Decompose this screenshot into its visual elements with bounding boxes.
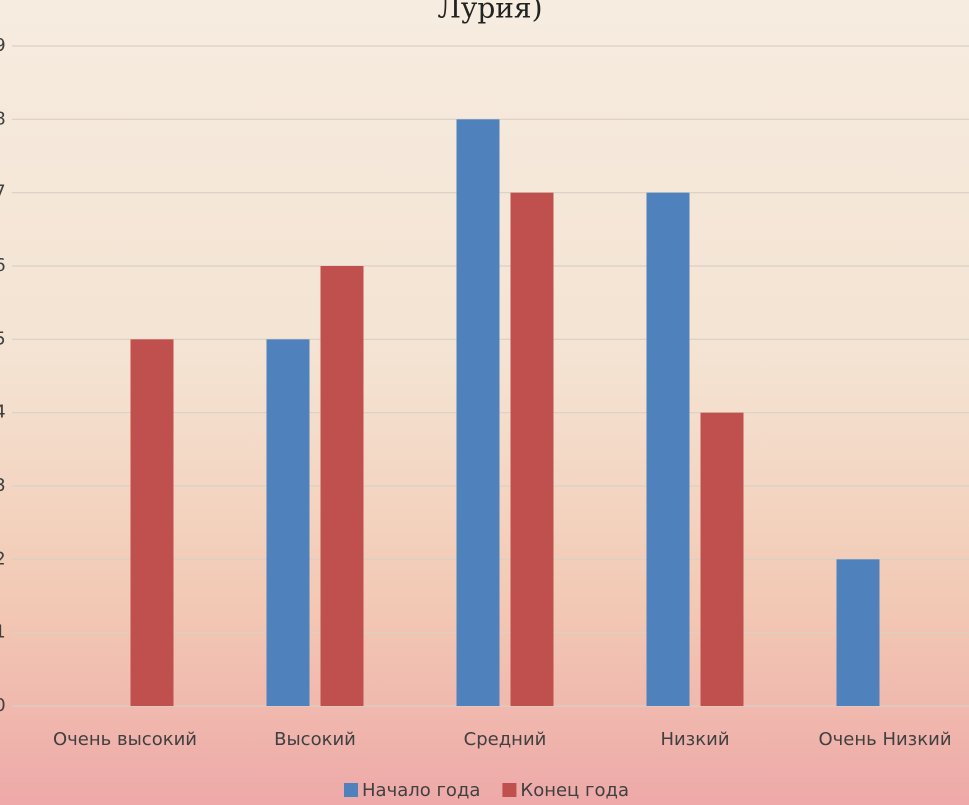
bar xyxy=(267,339,310,706)
y-tick-label: 2 xyxy=(0,548,6,569)
y-tick-label: 8 xyxy=(0,108,6,129)
chart: Лурия) 0 1 2 3 4 5 6 7 8 9 Очень высокий Высокий Сре… xyxy=(0,0,969,805)
bar xyxy=(457,119,500,706)
bar xyxy=(701,413,744,706)
x-tick-label: Очень Низкий xyxy=(818,729,951,750)
x-tick-label: Очень высокий xyxy=(53,729,197,750)
y-tick-label: 1 xyxy=(0,622,6,643)
y-tick-label: 5 xyxy=(0,328,6,349)
legend-swatch xyxy=(502,783,516,797)
legend-swatch xyxy=(344,783,358,797)
legend-label: Начало года xyxy=(362,780,480,801)
bar xyxy=(837,559,880,706)
bar xyxy=(131,339,174,706)
y-tick-label: 7 xyxy=(0,182,6,203)
y-tick-label: 9 xyxy=(0,35,6,56)
bar xyxy=(511,193,554,706)
x-tick-label: Высокий xyxy=(274,729,356,750)
chart-title: Лурия) xyxy=(437,0,542,25)
page: Лурия) 0 1 2 3 4 5 6 7 8 9 Очень высокий Высокий Сре… xyxy=(0,0,969,805)
y-tick-label: 0 xyxy=(0,695,6,716)
y-tick-label: 3 xyxy=(0,475,6,496)
y-tick-label: 4 xyxy=(0,402,6,423)
x-tick-label: Низкий xyxy=(660,729,729,750)
y-tick-label: 6 xyxy=(0,255,6,276)
x-tick-label: Средний xyxy=(464,729,547,750)
bar xyxy=(321,266,364,706)
bar xyxy=(647,193,690,706)
legend-label: Конец года xyxy=(520,780,629,801)
